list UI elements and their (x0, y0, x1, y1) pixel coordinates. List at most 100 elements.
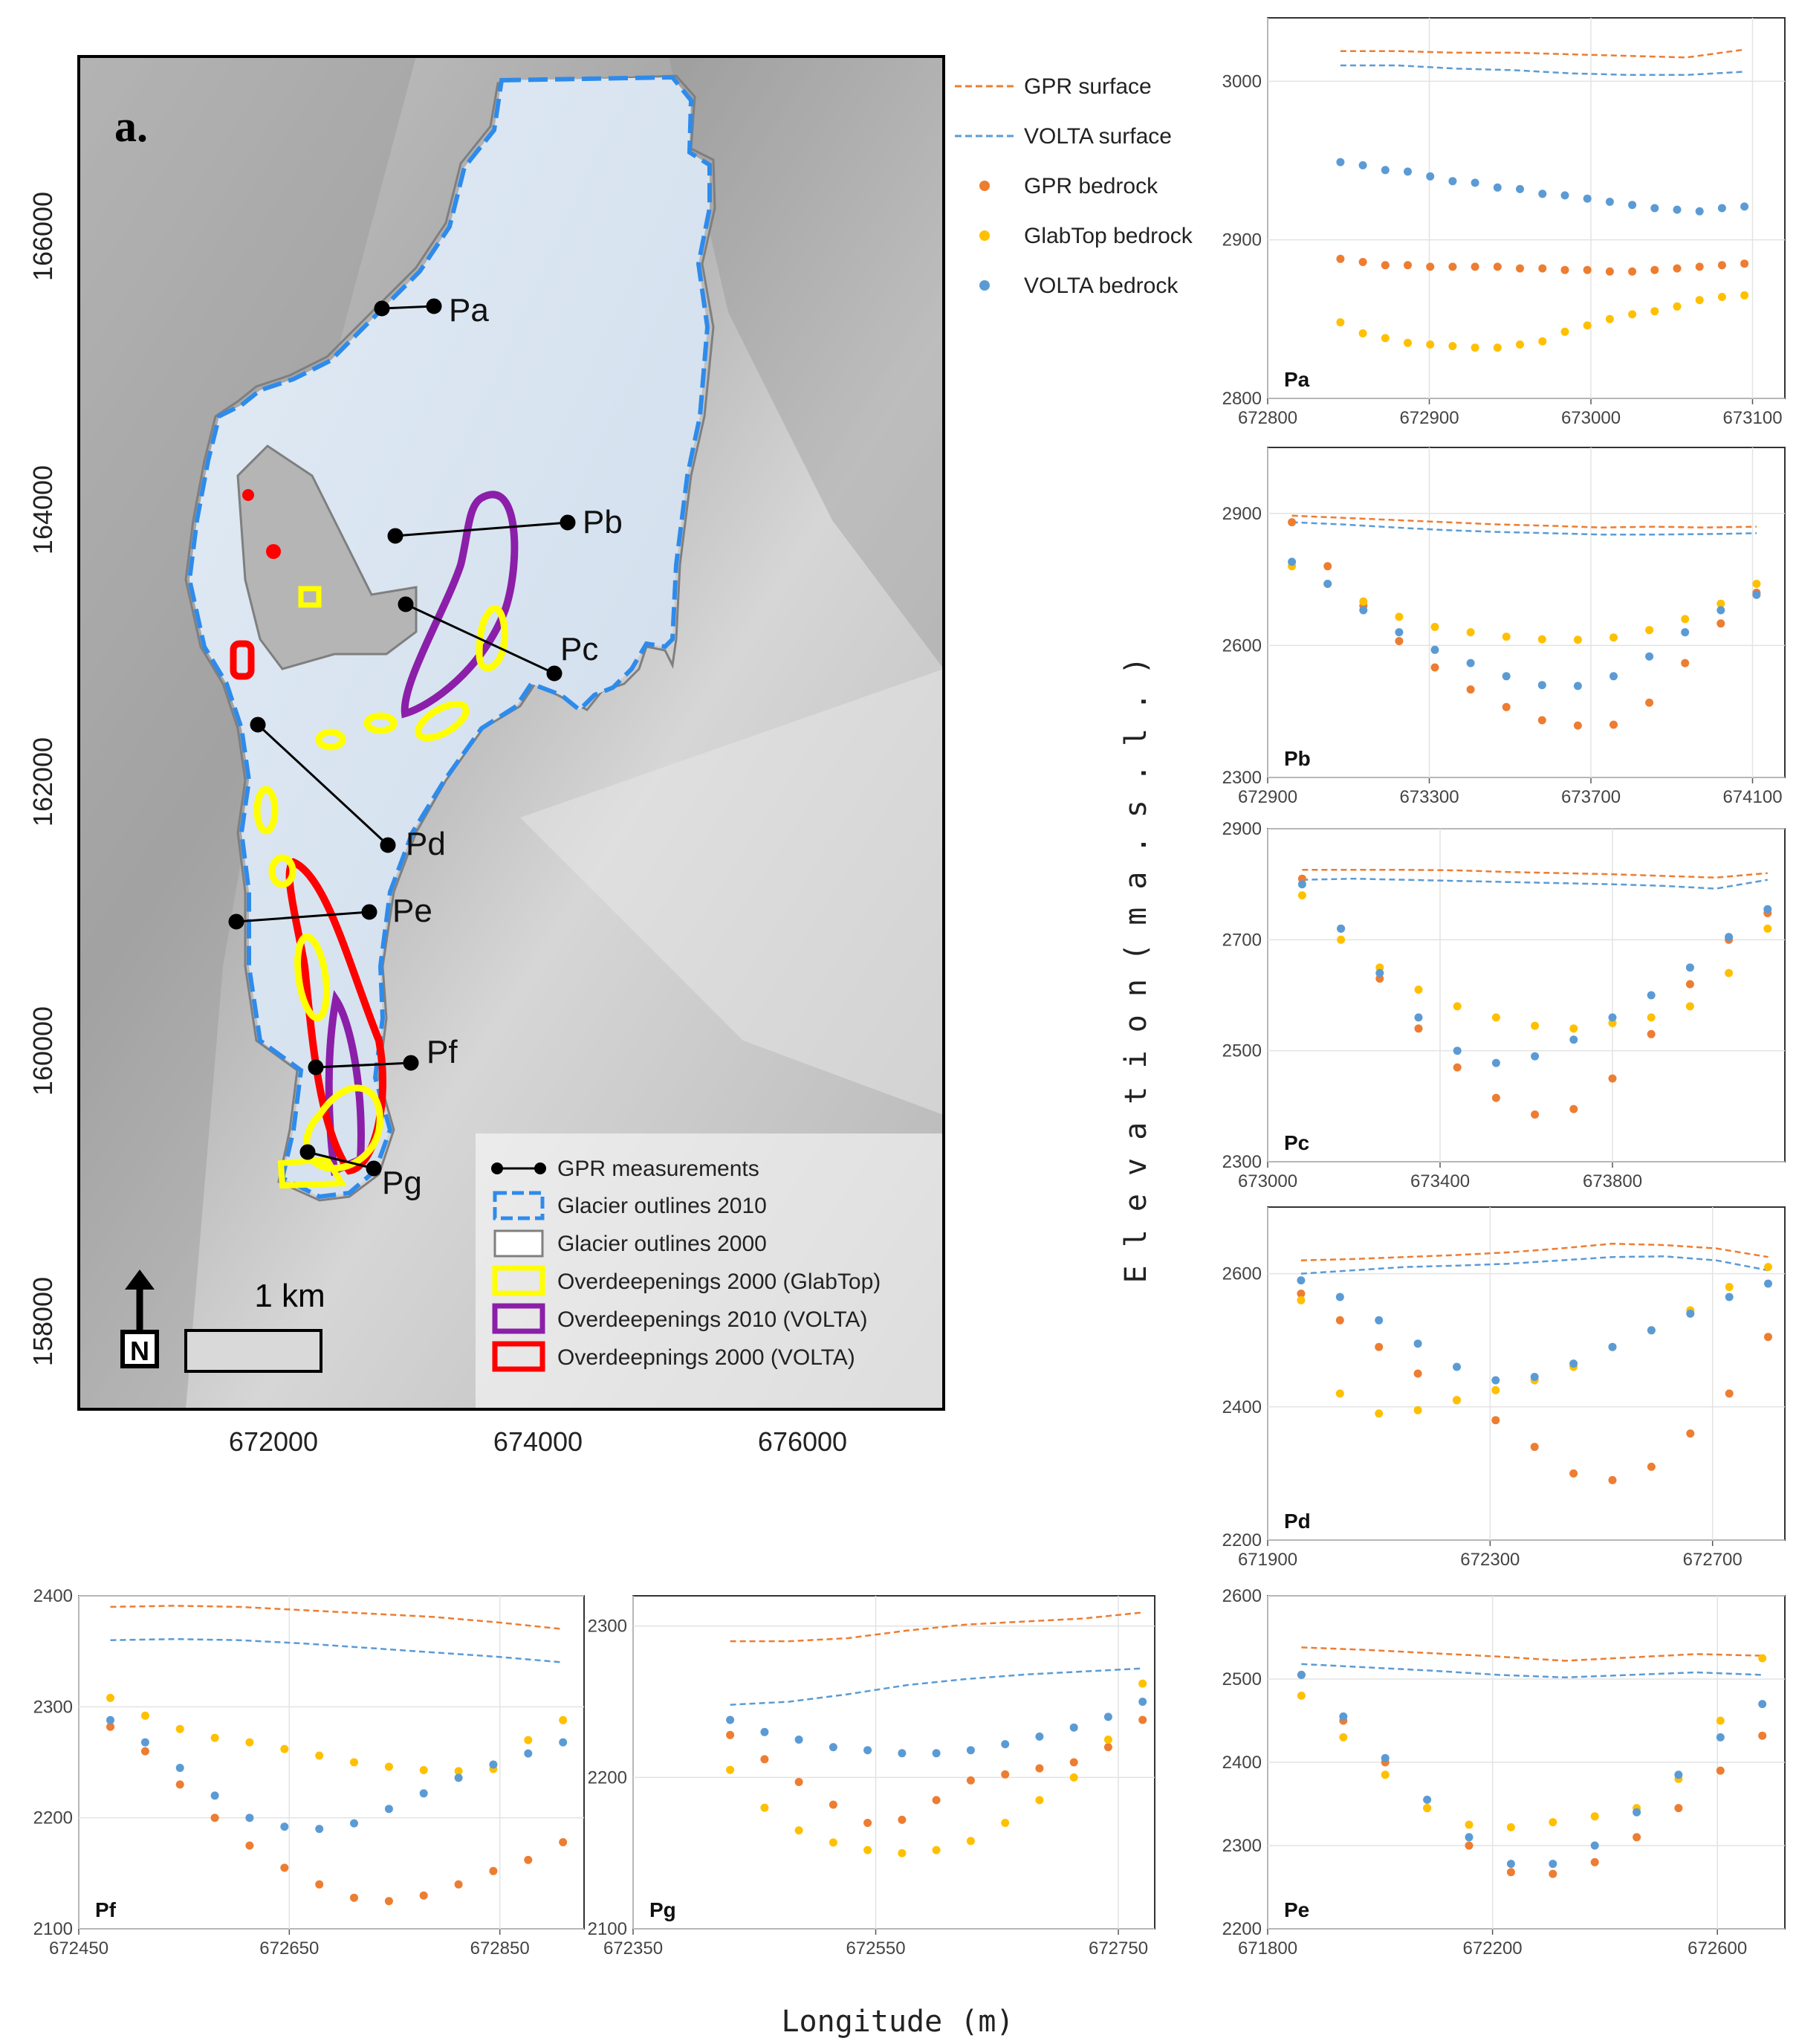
data-point (210, 1791, 219, 1800)
map-legend: GPR measurements Glacier outlines 2010 G… (491, 1157, 881, 1372)
data-point (1673, 264, 1682, 273)
data-point (1573, 635, 1582, 644)
data-point (1395, 637, 1404, 645)
data-point (1471, 262, 1479, 271)
data-point (1493, 183, 1502, 192)
data-point (1375, 1342, 1384, 1351)
x-tick-label: 672550 (846, 1938, 905, 1959)
data-point (106, 1722, 114, 1731)
glacier-outline-2000 (184, 74, 716, 1202)
od-glabtop-7 (294, 933, 330, 1022)
data-point (1590, 1857, 1599, 1866)
plot-area (632, 1595, 1155, 1930)
data-point (280, 1823, 289, 1831)
data-point (1069, 1773, 1078, 1782)
map-y-tick: 162000 (27, 737, 58, 827)
series-line-gpr-surface (1300, 1243, 1769, 1261)
data-point (1381, 1753, 1390, 1762)
svg-text:VOLTA surface: VOLTA surface (1024, 124, 1172, 149)
profile-point (366, 1160, 382, 1177)
data-point (1323, 562, 1332, 571)
data-point (1339, 1712, 1348, 1721)
data-point (1605, 314, 1614, 323)
data-point (760, 1727, 769, 1736)
data-point (140, 1738, 149, 1747)
x-tick-label: 673300 (1399, 787, 1459, 807)
data-point (1695, 262, 1704, 271)
map-y-tick: 160000 (27, 1006, 58, 1096)
map-legend-background (476, 1133, 944, 1409)
y-tick-label: 2300 (588, 1617, 627, 1637)
data-point (1506, 1823, 1515, 1831)
data-point (1426, 340, 1435, 349)
relief-ridge-east (669, 56, 944, 669)
data-point (245, 1738, 254, 1747)
profile-chart-pc: 673000 673400 673800 2300 2500 2700 2900 Pc (1222, 819, 1786, 1191)
data-point (829, 1800, 837, 1809)
data-point (1531, 1021, 1540, 1030)
profile-line-pa (381, 305, 435, 310)
data-point (419, 1766, 428, 1774)
data-point (1423, 1795, 1432, 1804)
data-point (1758, 1731, 1767, 1740)
data-point (1465, 1820, 1474, 1829)
data-point (1763, 924, 1772, 933)
data-point (1138, 1679, 1147, 1688)
data-point (1686, 1309, 1695, 1318)
data-point (419, 1789, 428, 1798)
profile-line-pe (236, 911, 370, 923)
profile-chart-title: Pc (1284, 1131, 1309, 1154)
data-point (1358, 329, 1367, 337)
data-point (1035, 1732, 1044, 1741)
data-point (829, 1838, 837, 1847)
data-point (1633, 1808, 1641, 1817)
data-point (1471, 343, 1479, 352)
data-point (1465, 1841, 1474, 1850)
y-tick-label: 2900 (1222, 504, 1262, 524)
data-point (1609, 633, 1618, 642)
y-tick-label: 2900 (1222, 819, 1262, 839)
data-point (1573, 721, 1582, 730)
data-point (1740, 291, 1749, 300)
x-tick-label: 672900 (1238, 787, 1297, 807)
data-point (1297, 891, 1306, 900)
overdeepenings (230, 489, 519, 1189)
od-glabtop-3 (363, 712, 398, 734)
data-point (1414, 1024, 1423, 1033)
data-point (1628, 201, 1637, 210)
data-point (1569, 1469, 1578, 1478)
profile-point (299, 1144, 316, 1160)
data-point (1645, 652, 1654, 661)
profile-point (546, 665, 563, 682)
x-tick-label: 672200 (1463, 1938, 1523, 1959)
y-tick-label: 3000 (1222, 71, 1262, 91)
series-line-gpr-surface (1302, 869, 1768, 879)
map-legend-od-volta2000: Overdeepnings 2000 (VOLTA) (492, 1341, 855, 1372)
y-tick-label: 2300 (1222, 768, 1262, 788)
data-point (1375, 1316, 1384, 1325)
data-point (1583, 321, 1592, 330)
map-legend-outlines-2000: Glacier outlines 2000 (493, 1229, 767, 1258)
map-x-tick: 674000 (493, 1426, 583, 1457)
data-point (1297, 1290, 1306, 1298)
data-point (1001, 1819, 1010, 1827)
data-point (1491, 1058, 1500, 1067)
od-glabtop-4 (315, 728, 346, 751)
legend-gpr-bedrock: GPR bedrock (979, 174, 1158, 198)
data-point (559, 1715, 568, 1724)
series-points-volta-bedrock (726, 1698, 1147, 1758)
data-point (1423, 1804, 1432, 1813)
data-point (245, 1814, 254, 1823)
data-point (1335, 1389, 1344, 1398)
data-point (1453, 1362, 1461, 1371)
series-line-gpr-surface (110, 1605, 563, 1631)
profile-line-pg (307, 1151, 375, 1170)
od-glabtop-10 (298, 586, 322, 608)
y-tick-label: 2800 (1222, 389, 1262, 409)
data-point (315, 1880, 324, 1889)
data-point (1764, 1333, 1772, 1342)
data-point (1685, 1002, 1694, 1011)
data-point (1725, 1283, 1734, 1291)
data-point (1647, 1029, 1656, 1038)
data-point (1764, 1279, 1772, 1288)
